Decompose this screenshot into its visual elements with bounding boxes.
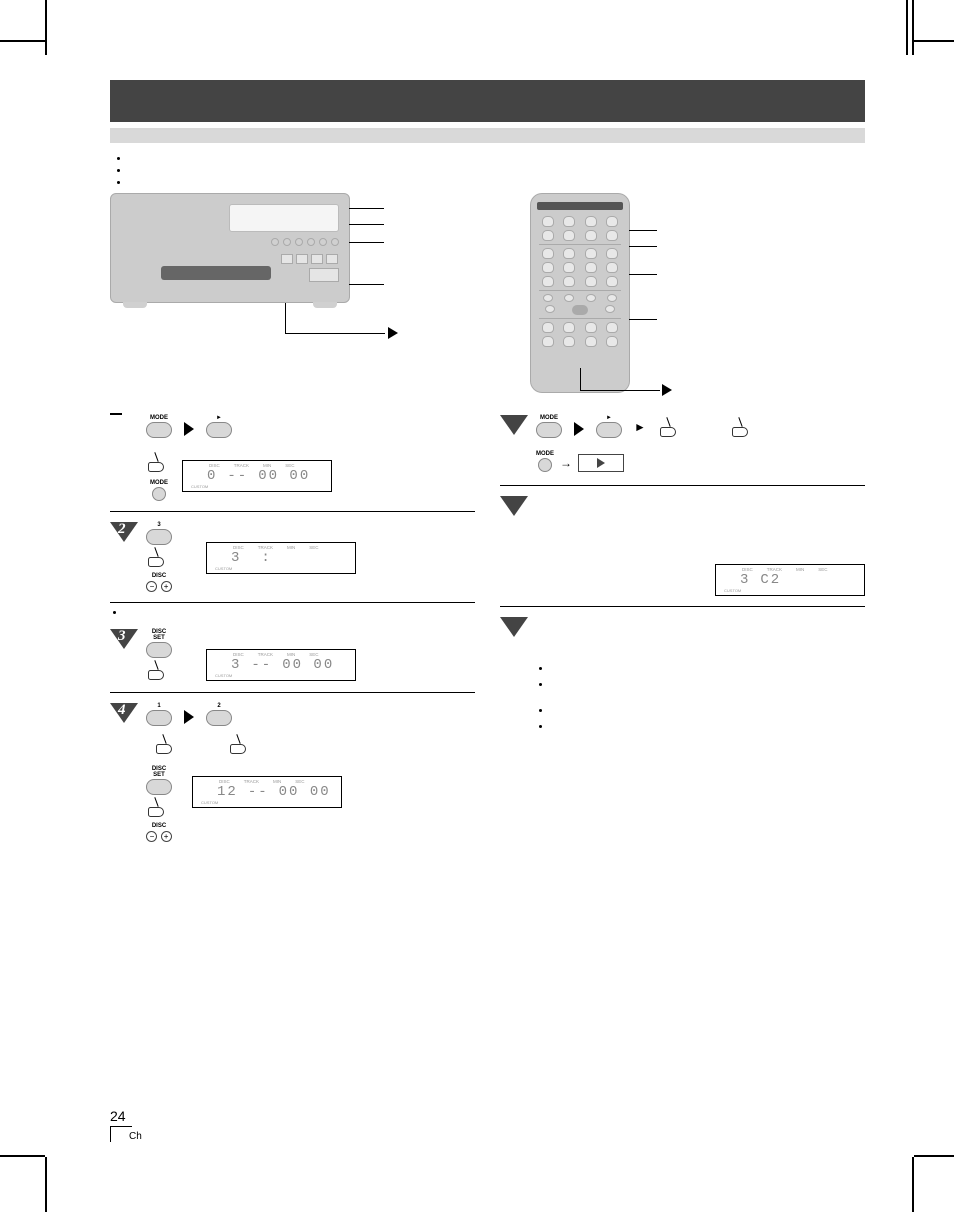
step-marker-4: 4 [110, 703, 138, 723]
page-number: 24 [110, 1108, 132, 1127]
disc-plus-button: + [161, 581, 172, 592]
remote-illustration [530, 193, 630, 393]
disc-plus-button: + [161, 831, 172, 842]
play-icon: ► [634, 420, 646, 434]
disc-minus-button: − [146, 831, 157, 842]
lcd-display-3: DISC TRACK MIN SEC 3 -- 00 00 CUSTOM [206, 649, 356, 681]
page-footer: 24 Ch [110, 1108, 142, 1142]
device-illustration [110, 193, 410, 303]
footer-label: Ch [110, 1127, 142, 1142]
title-bar [110, 80, 865, 122]
mode-knob [152, 487, 166, 501]
disc-set-button: DISC SET [146, 629, 172, 658]
right-column: MODE ► ► MODE [500, 415, 865, 862]
step-marker-6 [500, 496, 528, 516]
number-2-button: 2 [206, 703, 232, 726]
number-3-button: 3 [146, 522, 172, 545]
disc-set-button: DISC SET [146, 766, 172, 795]
play-icon [388, 327, 398, 339]
disc-minus-button: − [146, 581, 157, 592]
step-marker-2: 2 [110, 522, 138, 542]
mode-button: MODE [146, 415, 172, 438]
play-icon [662, 384, 672, 396]
lcd-display-2: DISC TRACK MIN SEC 3 : CUSTOM [206, 542, 356, 574]
subtitle-bar [110, 128, 865, 143]
mode-knob [538, 458, 552, 472]
mode-indicator [578, 454, 624, 472]
intro-bullets [130, 153, 865, 187]
left-column: MODE ► MODE [110, 415, 475, 862]
number-1-button: 1 [146, 703, 172, 726]
note-bullets [552, 663, 865, 733]
step-marker-3: 3 [110, 629, 138, 649]
step-marker-5 [500, 415, 528, 435]
play-button: ► [596, 415, 622, 438]
play-button: ► [206, 415, 232, 438]
lcd-display-1: DISC TRACK MIN SEC 0 -- 00 00 CUSTOM [182, 460, 332, 492]
lcd-display-5: DISC TRACK MIN SEC 3 C2 CUSTOM [715, 564, 865, 596]
lcd-display-4: DISC TRACK MIN SEC 12 -- 00 00 CUSTOM [192, 776, 342, 808]
mode-button: MODE [536, 415, 562, 438]
step-marker-7 [500, 617, 528, 637]
